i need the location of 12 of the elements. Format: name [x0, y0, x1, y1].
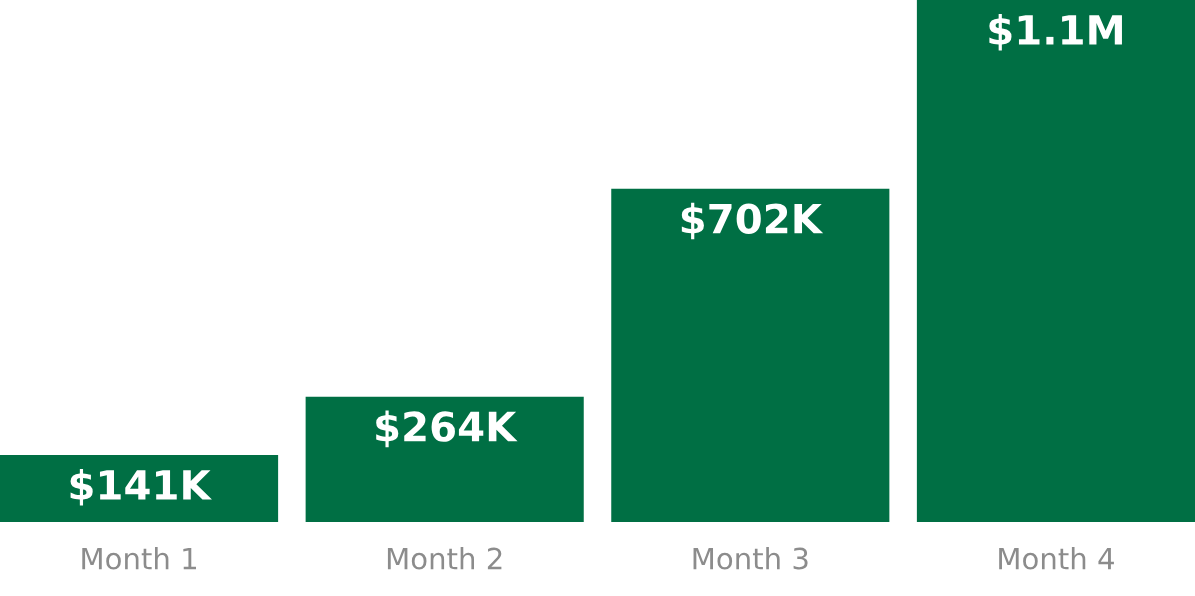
data-label: $141K	[70, 468, 212, 506]
bar	[611, 188, 890, 522]
data-label: $702K	[681, 202, 824, 240]
data-label: $264K	[376, 410, 518, 448]
x-tick-label: Month 4	[999, 547, 1114, 570]
x-tick-label: Month 1	[82, 547, 196, 570]
bar	[305, 396, 584, 522]
data-label: $1.1M	[989, 13, 1122, 51]
bar	[0, 455, 279, 522]
x-tick-label: Month 3	[693, 547, 808, 570]
x-tick-label: Month 2	[387, 547, 502, 570]
bar	[916, 0, 1195, 522]
